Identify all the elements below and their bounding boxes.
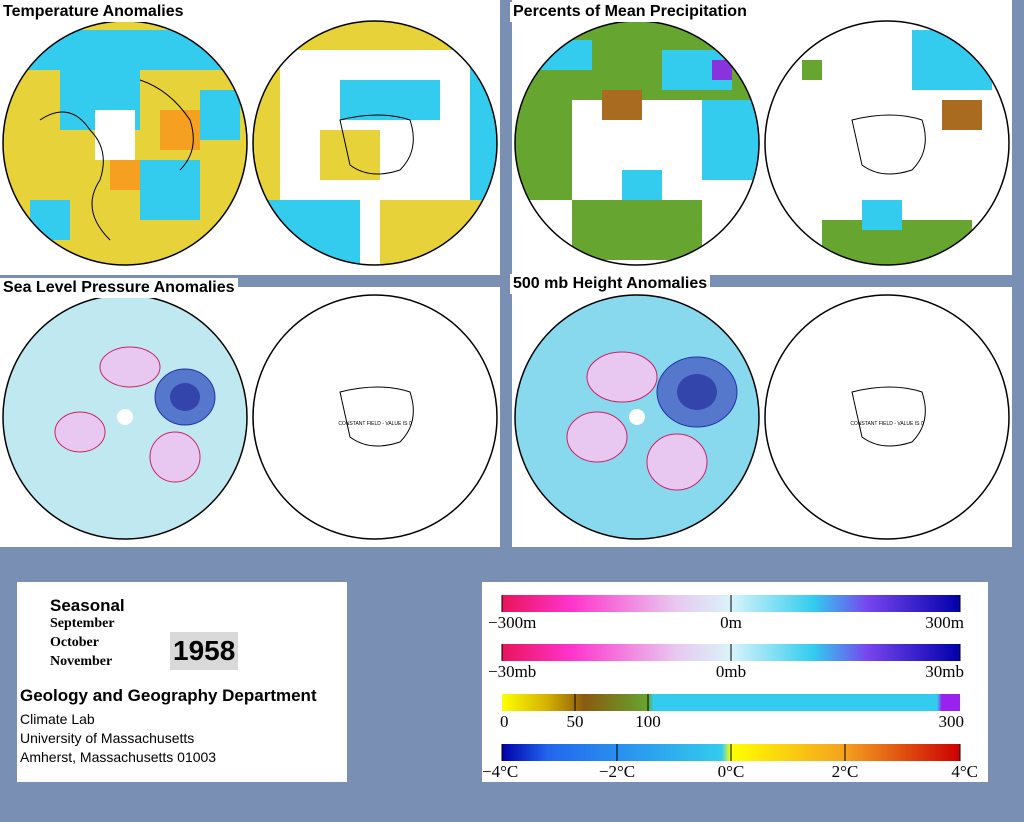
precip-legend-label: 100 (635, 712, 661, 731)
temperature-title: Temperature Anomalies (0, 2, 187, 22)
department-line: Amherst, Massachusetts 01003 (20, 749, 217, 765)
pressure-legend-label: −30mb (488, 662, 536, 681)
year-label: 1958 (170, 632, 239, 670)
pressure-legend-label: 30mb (925, 662, 964, 681)
temperature-globe-right (252, 20, 498, 266)
temp-legend-label: −4°C (482, 762, 518, 781)
height-title: 500 mb Height Anomalies (510, 274, 711, 294)
height-constant-note: CONSTANT FIELD - VALUE IS 0 (850, 421, 924, 427)
temp-legend-label: 4°C (951, 762, 978, 781)
info-box: Seasonal September October November 1958… (17, 582, 347, 782)
temp-legend-label: 2°C (832, 762, 859, 781)
department-line: University of Massachusetts (20, 730, 195, 746)
pressure-constant-note: CONSTANT FIELD - VALUE IS 0 (338, 421, 412, 427)
precip-legend-label: 50 (567, 712, 584, 731)
height-legend-label: 300m (925, 613, 964, 632)
pressure-globe-right: CONSTANT FIELD - VALUE IS 0 (252, 294, 498, 540)
department-line: Climate Lab (20, 711, 95, 727)
temp-legend-label: −2°C (599, 762, 635, 781)
temp-legend-label: 0°C (718, 762, 745, 781)
height-legend-label: −300m (488, 613, 536, 632)
height-panel: CONSTANT FIELD - VALUE IS 0 (512, 287, 1012, 547)
color-scale-legends: −300m 0m 300m −30mb 0mb 30mb 0 50 100 30… (482, 595, 978, 781)
precip-legend-label: 0 (500, 712, 509, 731)
season-month: September (50, 616, 115, 631)
precipitation-title: Percents of Mean Precipitation (510, 2, 750, 22)
pressure-title: Sea Level Pressure Anomalies (0, 278, 238, 298)
precipitation-globe-left (514, 20, 760, 266)
temperature-globe-left (2, 20, 248, 266)
height-globe-left (514, 294, 760, 540)
height-legend-label: 0m (720, 613, 742, 632)
season-month: October (50, 635, 99, 650)
sea-level-pressure-panel: CONSTANT FIELD - VALUE IS 0 (0, 287, 500, 547)
pressure-globe-left (2, 294, 248, 540)
precip-legend-label: 300 (939, 712, 965, 731)
legend-box: −300m 0m 300m −30mb 0mb 30mb 0 50 100 30… (482, 582, 988, 782)
height-globe-right: CONSTANT FIELD - VALUE IS 0 (764, 294, 1010, 540)
season-month: November (50, 654, 113, 669)
department-name: Geology and Geography Department (20, 686, 317, 705)
temperature-panel (0, 0, 500, 275)
season-title: Seasonal (50, 596, 125, 615)
pressure-legend-label: 0mb (716, 662, 746, 681)
precipitation-panel (512, 0, 1012, 275)
precipitation-globe-right (764, 20, 1010, 266)
precipitation-color-bar (502, 694, 960, 711)
